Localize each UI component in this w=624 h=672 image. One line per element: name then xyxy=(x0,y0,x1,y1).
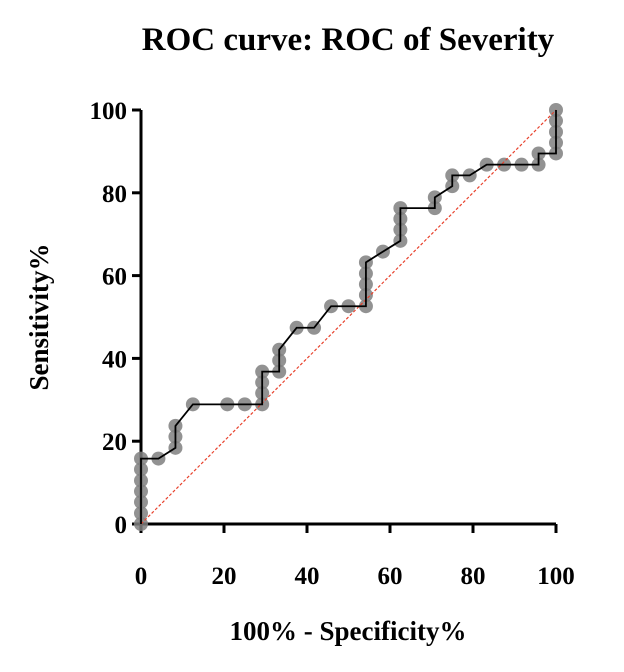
y-tick-label: 100 xyxy=(90,98,128,125)
x-tick-label: 20 xyxy=(212,563,237,590)
y-tick-label: 60 xyxy=(102,264,127,291)
y-tick-label: 40 xyxy=(102,346,127,373)
roc-line xyxy=(140,110,557,524)
x-tick-label: 0 xyxy=(135,563,148,590)
x-axis-label: 100% - Specificity% xyxy=(230,616,467,646)
x-tick-label: 60 xyxy=(378,563,403,590)
reference-line xyxy=(140,109,557,525)
x-tick-label: 100 xyxy=(537,563,575,590)
chart-title: ROC curve: ROC of Severity xyxy=(142,22,555,58)
x-tick-label: 40 xyxy=(295,563,320,590)
y-tick-label: 0 xyxy=(115,512,128,539)
x-tick-label: 80 xyxy=(461,563,486,590)
y-tick-label: 20 xyxy=(102,429,127,456)
y-axis-label: Sensitivity% xyxy=(24,243,54,390)
y-tick-label: 80 xyxy=(102,181,127,208)
